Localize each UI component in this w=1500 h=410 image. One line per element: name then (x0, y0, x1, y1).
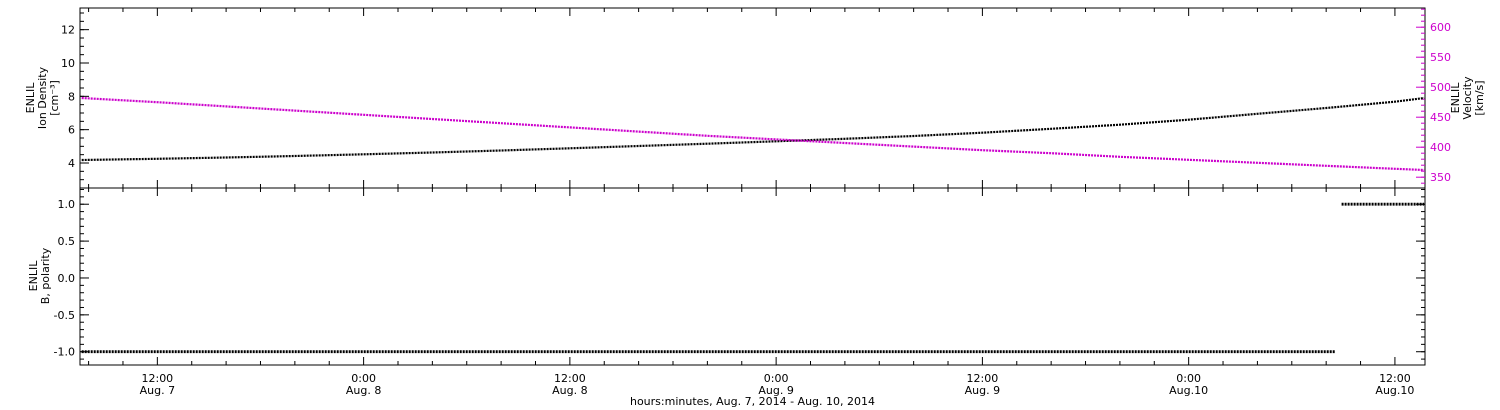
top-right-tick-label: 550 (1430, 51, 1451, 64)
top-right-tick-label: 600 (1430, 21, 1451, 34)
x-tick-time: 0:00 (1176, 372, 1201, 385)
top-panel: 4 6 8 10 12 350 400 450 500 550 600 (61, 7, 1451, 189)
x-tick-time: 12:00 (1379, 372, 1411, 385)
x-tick-date: Aug. 9 (965, 384, 1000, 397)
velocity-axis-label: ENLIL Velocity [km/s] (1449, 76, 1486, 119)
x-tick-time: 12:00 (141, 372, 173, 385)
bottom-panel-frame (79, 187, 1426, 366)
top-left-tick-label: 4 (68, 157, 75, 170)
x-tick-time: 12:00 (554, 372, 586, 385)
velocity-axis-label-line3: [km/s] (1473, 80, 1486, 116)
top-right-tick-label: 500 (1430, 81, 1451, 94)
x-tick-date: Aug. 8 (346, 384, 381, 397)
x-tick-date: Aug.10 (1169, 384, 1208, 397)
x-tick-date: Aug. 7 (140, 384, 175, 397)
bottom-left-tick-label: 0.0 (58, 272, 76, 285)
bottom-left-tick-label: -0.5 (54, 309, 75, 322)
x-tick-date: Aug. 8 (552, 384, 587, 397)
top-left-tick-label: 12 (61, 24, 75, 37)
top-left-tick-label: 10 (61, 57, 75, 70)
top-left-tick-label: 8 (68, 90, 75, 103)
bottom-left-tick-label: 1.0 (58, 198, 76, 211)
polarity-axis-label-line2: B, polarity (39, 247, 52, 305)
x-tick-time: 12:00 (967, 372, 999, 385)
x-tick-date: Aug.10 (1375, 384, 1414, 397)
velocity-line (81, 96, 1425, 172)
x-tick-time: 0:00 (764, 372, 789, 385)
bottom-left-tick-label: -1.0 (54, 346, 75, 359)
x-tick-date: Aug. 9 (758, 384, 793, 397)
x-axis-title: hours:minutes, Aug. 7, 2014 - Aug. 10, 2… (629, 395, 876, 408)
ion-density-line (81, 96, 1425, 162)
bottom-left-tick-label: 0.5 (58, 235, 76, 248)
bottom-panel: -1.0 -0.5 0.0 0.5 1.0 (54, 187, 1426, 366)
density-axis-label-line3: [cm⁻³] (48, 80, 61, 116)
top-right-tick-label: 350 (1430, 171, 1451, 184)
top-right-tick-label: 400 (1430, 141, 1451, 154)
top-right-tick-label: 450 (1430, 111, 1451, 124)
x-tick-time: 0:00 (351, 372, 376, 385)
top-left-tick-label: 6 (68, 124, 75, 137)
polarity-axis-label: ENLIL B, polarity (27, 247, 52, 305)
density-axis-label: ENLIL Ion Density [cm⁻³] (24, 67, 61, 129)
